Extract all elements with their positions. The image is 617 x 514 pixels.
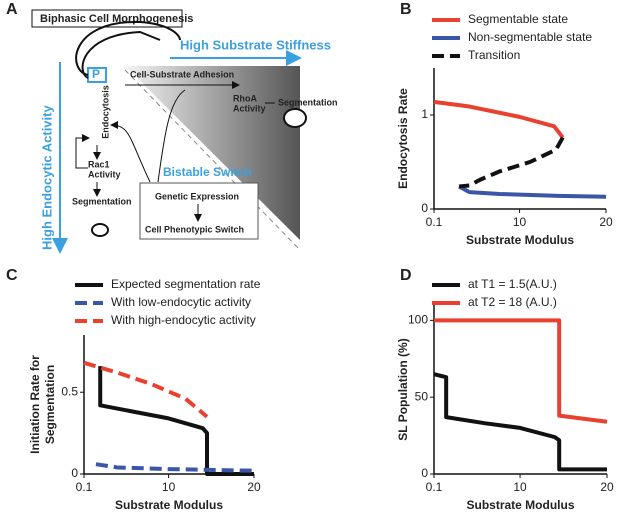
y-axis-label: SL Population (%) xyxy=(396,338,410,440)
arrow xyxy=(81,30,161,79)
x-tick-label: 0.1 xyxy=(426,215,443,229)
x-tick-label: 20 xyxy=(600,480,614,494)
line xyxy=(434,318,608,424)
legend-label: With high-endocytic activity xyxy=(111,313,256,327)
arrow xyxy=(75,134,90,169)
y-tick-label: 100 xyxy=(408,313,428,327)
x-axis-label: Substrate Modulus xyxy=(466,233,574,247)
diagonal xyxy=(124,69,301,251)
x-tick-label: 20 xyxy=(599,215,613,229)
panel-letter: D xyxy=(400,267,412,284)
legend-label: Segmentable state xyxy=(468,12,568,26)
panel-letter: C xyxy=(6,267,18,284)
panel-letter: B xyxy=(400,1,412,18)
node: Genetic Expression xyxy=(155,191,239,201)
legend-label: Expected segmentation rate xyxy=(111,277,261,291)
node: Segmentation xyxy=(278,97,338,107)
switch-box xyxy=(139,182,259,240)
y-tick-label: 0 xyxy=(71,466,78,480)
y-tick-label: 1 xyxy=(421,107,428,121)
line xyxy=(433,372,607,472)
axis-caption: High Substrate Stiffness xyxy=(180,37,331,52)
axis xyxy=(83,335,254,475)
x-tick-label: 20 xyxy=(247,480,261,494)
y-tick-label: 0 xyxy=(421,201,428,215)
y-tick-label: 50 xyxy=(415,389,429,403)
arrow xyxy=(157,89,186,183)
node: Bistable Switch xyxy=(163,165,252,179)
axis xyxy=(433,305,607,475)
line xyxy=(95,462,255,473)
x-tick-label: 10 xyxy=(513,480,527,494)
cell-icon xyxy=(283,108,307,128)
x-tick-label: 10 xyxy=(513,215,527,229)
arrow xyxy=(75,20,181,76)
line xyxy=(458,184,607,199)
diagram: Biphasic Cell Morphogenesis High Substra… xyxy=(31,9,338,254)
legend-label: at T1 = 1.5(A.U.) xyxy=(468,277,557,291)
x-tick-label: 10 xyxy=(162,480,176,494)
y-tick-label: 0 xyxy=(421,466,428,480)
node: Endocytosis xyxy=(100,85,110,139)
line xyxy=(83,360,209,419)
line xyxy=(458,136,565,189)
node: Cell-Substrate Adhesion xyxy=(130,69,234,79)
x-axis-label: Substrate Modulus xyxy=(115,498,223,512)
y-tick-label: 0.5 xyxy=(61,384,78,398)
legend-label: With low-endocytic activity xyxy=(111,295,251,309)
node: Rac1 xyxy=(88,159,110,169)
line xyxy=(433,99,565,139)
legend-label: at T2 = 18 (A.U.) xyxy=(468,295,557,309)
axis-caption: High Endocytic Activity xyxy=(39,105,54,250)
node: Cell Phenotypic Switch xyxy=(145,224,244,234)
node: Activity xyxy=(233,103,266,113)
diagram-title: Biphasic Cell Morphogenesis xyxy=(40,13,193,25)
node: Activity xyxy=(88,169,121,179)
x-tick-label: 0.1 xyxy=(76,480,93,494)
y-axis-label: Endocytosis Rate xyxy=(396,88,410,189)
legend-label: Non-segmentable state xyxy=(468,30,592,44)
cell-icon xyxy=(91,223,109,237)
node: RhoA xyxy=(233,93,257,103)
arrow xyxy=(110,121,151,183)
panel-letter: A xyxy=(6,1,18,18)
x-axis-label: Substrate Modulus xyxy=(466,498,574,512)
x-tick-label: 0.1 xyxy=(426,480,443,494)
legend-label: Transition xyxy=(468,48,520,62)
y-axis-label: Segmentation xyxy=(43,365,57,444)
y-axis-label: Initiation Rate for xyxy=(28,355,42,454)
node: Segmentation xyxy=(72,196,132,206)
p-label: P xyxy=(92,67,100,81)
line xyxy=(98,366,254,476)
